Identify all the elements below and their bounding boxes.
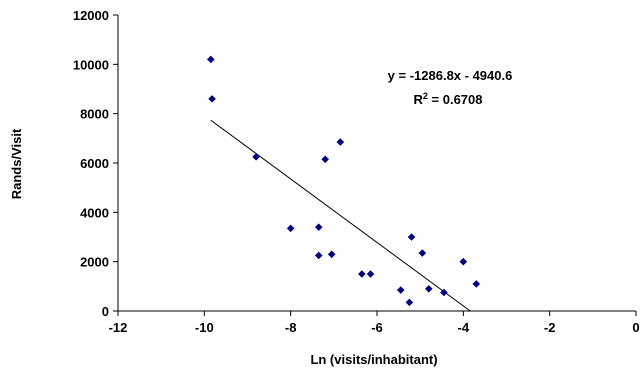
x-tick-label: -10 xyxy=(195,320,214,335)
x-axis-title: Ln (visits/inhabitant) xyxy=(310,352,437,367)
x-tick-label: -8 xyxy=(285,320,297,335)
data-point xyxy=(425,285,433,293)
data-point xyxy=(314,223,323,231)
data-point xyxy=(472,280,481,288)
y-tick-label: 0 xyxy=(102,304,109,319)
plot-area: -12 -10 -8 -6 -4 -2 0 0 2000 4000 6000 8000 10000 12… xyxy=(73,8,640,335)
x-axis-ticks: -12 -10 -8 -6 -4 -2 0 xyxy=(109,311,640,335)
y-tick-label: 6000 xyxy=(80,156,109,171)
y-axis-ticks: 0 2000 4000 6000 8000 10000 12000 xyxy=(73,8,118,319)
data-point xyxy=(314,251,323,260)
x-tick-label: -6 xyxy=(371,320,383,335)
x-tick-label: -4 xyxy=(458,320,470,335)
data-points xyxy=(207,55,481,307)
data-point xyxy=(405,298,414,307)
data-point xyxy=(336,138,345,146)
regression-annotation: y = -1286.8x - 4940.6 R2 = 0.6708 xyxy=(388,68,513,107)
data-point xyxy=(207,55,215,64)
data-point xyxy=(286,224,295,233)
equation-label: y = -1286.8x - 4940.6 xyxy=(388,68,513,83)
data-point xyxy=(407,233,416,241)
y-axis-title: Rands/Visit xyxy=(9,128,24,199)
r-squared-label: R2 = 0.6708 xyxy=(414,91,483,107)
data-point xyxy=(321,155,329,164)
data-point xyxy=(327,250,336,259)
trendline xyxy=(210,119,471,312)
data-point xyxy=(208,95,216,103)
y-tick-label: 2000 xyxy=(80,255,109,270)
data-point xyxy=(366,270,375,278)
data-point xyxy=(252,153,260,161)
data-point xyxy=(418,249,427,257)
x-tick-label: 0 xyxy=(632,320,639,335)
x-tick-label: -2 xyxy=(544,320,556,335)
data-point xyxy=(358,270,366,278)
y-tick-label: 4000 xyxy=(80,205,109,220)
data-point xyxy=(396,286,405,294)
x-tick-label: -12 xyxy=(109,320,128,335)
y-tick-label: 12000 xyxy=(73,8,109,23)
y-tick-label: 8000 xyxy=(80,107,109,122)
y-tick-label: 10000 xyxy=(73,57,109,72)
data-point xyxy=(440,288,448,297)
data-point xyxy=(459,257,468,266)
